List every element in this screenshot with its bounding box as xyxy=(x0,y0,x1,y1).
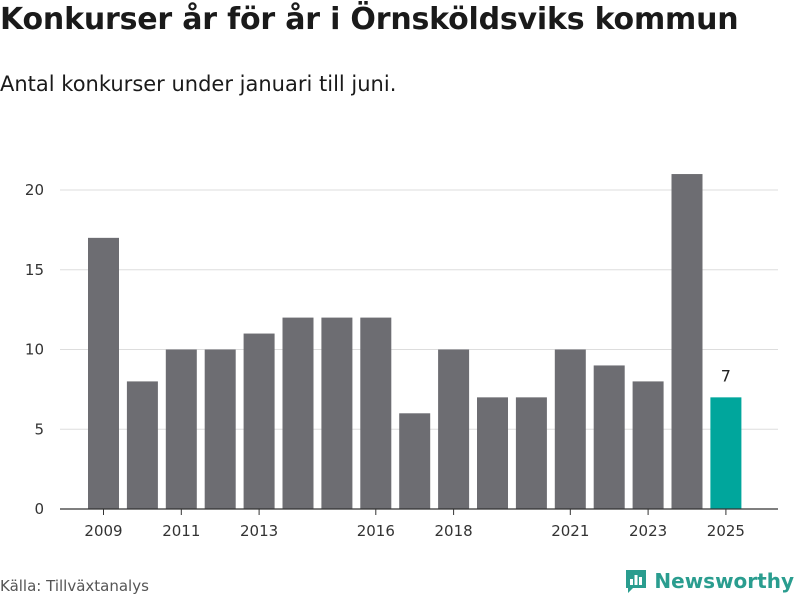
y-tick-label: 20 xyxy=(25,181,44,199)
x-tick-label: 2023 xyxy=(629,522,667,540)
x-tick-label: 2018 xyxy=(435,522,473,540)
x-tick-label: 2013 xyxy=(240,522,278,540)
data-label: 7 xyxy=(721,366,731,385)
x-tick-label: 2016 xyxy=(357,522,395,540)
bar-chart: 0 5 10 15 20 2009 2011 2013 2016 2018 2021 2023 2025… xyxy=(25,174,778,540)
bar xyxy=(671,174,703,510)
y-tick-label: 0 xyxy=(34,500,44,518)
bar xyxy=(438,349,470,509)
bar xyxy=(360,317,392,509)
bar xyxy=(477,397,508,509)
bar xyxy=(282,317,314,509)
chart-subtitle: Antal konkurser under januari till juni. xyxy=(0,72,397,96)
brand-logo: Newsworthy xyxy=(624,568,794,594)
x-tick-label: 2021 xyxy=(551,522,589,540)
brand-name: Newsworthy xyxy=(654,569,794,593)
x-tick-label: 2011 xyxy=(162,522,200,540)
y-tick-label: 10 xyxy=(25,341,44,359)
bar xyxy=(554,349,586,509)
bar xyxy=(515,397,547,509)
bar-chart-logo-icon xyxy=(626,570,647,593)
x-tick-label: 2009 xyxy=(84,522,122,540)
chart-title: Konkurser år för år i Örnsköldsviks komm… xyxy=(0,2,739,37)
y-tick-label: 5 xyxy=(34,420,44,438)
source-note: Källa: Tillväxtanalys xyxy=(0,577,149,595)
bar xyxy=(126,381,158,509)
bar xyxy=(632,381,664,509)
x-tick-label: 2025 xyxy=(707,522,745,540)
bar xyxy=(88,237,119,509)
bar xyxy=(593,365,625,509)
bar xyxy=(710,397,742,509)
bar xyxy=(243,333,275,509)
bar xyxy=(204,349,236,509)
bar xyxy=(165,349,197,509)
bar xyxy=(321,317,353,509)
bar xyxy=(399,413,431,509)
y-tick-label: 15 xyxy=(25,261,44,279)
